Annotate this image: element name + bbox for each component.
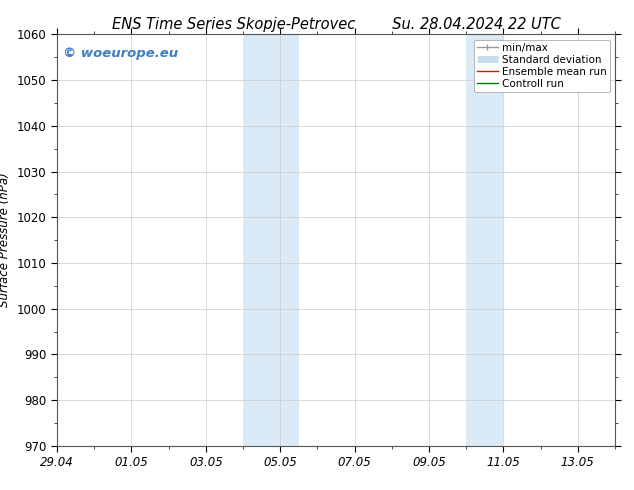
Bar <box>466 34 503 446</box>
Title: ENS Time Series Skopje-Petrovec        Su. 28.04.2024 22 UTC: ENS Time Series Skopje-Petrovec Su. 28.0… <box>112 17 560 32</box>
Bar <box>243 34 299 446</box>
Text: © woeurope.eu: © woeurope.eu <box>63 47 178 60</box>
Y-axis label: Surface Pressure (hPa): Surface Pressure (hPa) <box>0 172 11 308</box>
Legend: min/max, Standard deviation, Ensemble mean run, Controll run: min/max, Standard deviation, Ensemble me… <box>474 40 610 92</box>
